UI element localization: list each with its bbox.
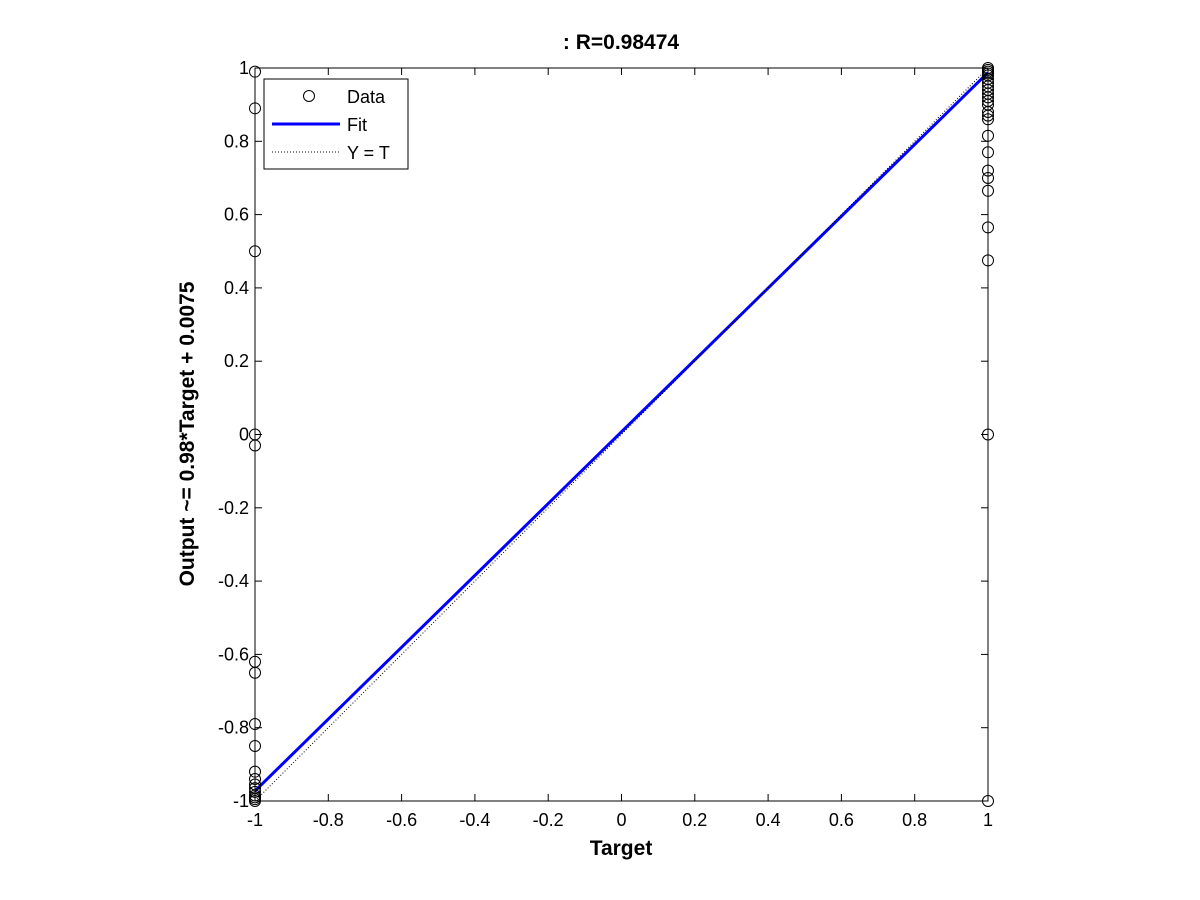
x-tick-labels: -1 -0.8 -0.6 -0.4 -0.2 0 0.2 0.4 0.6 0.8 1 <box>247 810 993 830</box>
y-tick-label: -0.2 <box>218 498 249 518</box>
plot-area <box>254 67 989 802</box>
data-point <box>249 773 261 786</box>
data-point <box>249 765 261 778</box>
y-tick-labels: -1 -0.8 -0.6 -0.4 -0.2 0 0.2 0.4 0.6 0.8 1 <box>218 58 249 811</box>
data-point <box>982 795 994 807</box>
data-point <box>982 129 994 142</box>
y-tick-label: -1 <box>233 791 249 811</box>
y-tick-label: -0.4 <box>218 571 249 591</box>
data-point <box>982 113 994 126</box>
y-tick-label: -0.8 <box>218 718 249 738</box>
data-point <box>982 91 994 104</box>
x-tick-label: -0.8 <box>313 810 344 830</box>
data-point <box>982 428 994 441</box>
legend-data-marker <box>303 90 315 102</box>
legend-fit-label: Fit <box>347 115 367 135</box>
data-point <box>982 164 994 177</box>
data-point <box>982 254 994 267</box>
y-tick-label: -0.6 <box>218 644 249 664</box>
data-point <box>982 105 994 118</box>
data-point <box>249 439 261 452</box>
x-tick-label: 0.6 <box>829 810 854 830</box>
y-tick-label: 0 <box>239 425 249 445</box>
y-tick-label: 1 <box>239 58 249 78</box>
y-tick-label: 0.6 <box>224 205 249 225</box>
data-point <box>249 245 261 258</box>
data-point <box>249 65 261 78</box>
x-tick-label: -1 <box>247 810 263 830</box>
y-axis-label: Output ~= 0.98*Target + 0.0075 <box>176 281 199 586</box>
data-point <box>249 740 261 753</box>
data-point <box>249 102 261 115</box>
legend: Data Fit Y = T <box>263 78 409 170</box>
data-point <box>982 184 994 197</box>
data-points <box>249 62 994 807</box>
x-tick-label: 1 <box>983 810 993 830</box>
x-tick-label: 0.8 <box>902 810 927 830</box>
x-tick-label: -0.2 <box>533 810 564 830</box>
x-tick-label: -0.6 <box>386 810 417 830</box>
x-axis-label: Target <box>590 837 653 860</box>
x-tick-label: 0.2 <box>682 810 707 830</box>
fit-line <box>255 71 988 792</box>
data-point <box>982 171 994 184</box>
series-lines <box>255 68 988 801</box>
data-point <box>249 666 261 679</box>
data-point <box>982 221 994 234</box>
x-tick-label: 0.4 <box>756 810 781 830</box>
x-tick-label: -0.4 <box>459 810 490 830</box>
y-tick-label: 0.2 <box>224 351 249 371</box>
data-point <box>249 718 261 731</box>
data-point <box>982 146 994 159</box>
legend-yt-label: Y = T <box>347 143 390 163</box>
legend-data-label: Data <box>347 87 386 107</box>
x-tick-label: 0 <box>616 810 626 830</box>
data-point <box>982 109 994 122</box>
y-tick-label: 0.8 <box>224 131 249 151</box>
y-tick-label: 0.4 <box>224 278 249 298</box>
data-point <box>249 795 261 807</box>
chart-title: : R=0.98474 <box>563 31 679 54</box>
data-point <box>249 785 261 798</box>
